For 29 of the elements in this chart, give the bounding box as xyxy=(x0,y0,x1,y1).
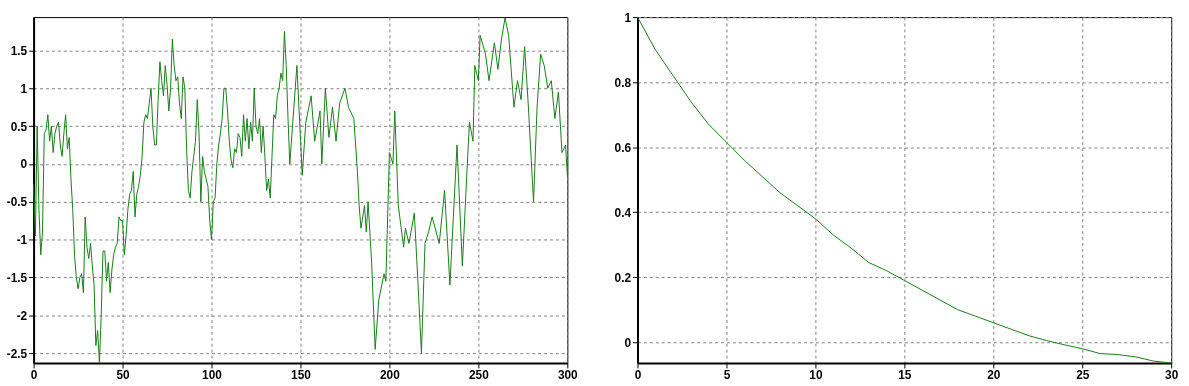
x-tick-label: 150 xyxy=(291,368,312,383)
x-tick-label: 30 xyxy=(1165,368,1179,383)
x-tick-label: 250 xyxy=(468,368,490,383)
y-tick-label: -2.5 xyxy=(6,346,28,361)
x-tick-label: 20 xyxy=(987,368,1001,383)
y-tick-label: 0 xyxy=(20,157,28,172)
y-tick-label: 0 xyxy=(624,335,632,350)
x-tick-label: 200 xyxy=(380,368,401,383)
x-tick-label: 300 xyxy=(557,368,579,383)
x-tick-label: 100 xyxy=(202,368,223,383)
y-tick-label: 0.2 xyxy=(614,270,632,285)
y-tick-label: -0.5 xyxy=(6,195,28,210)
x-tick-label: 25 xyxy=(1076,368,1090,383)
x-tick-label: 0 xyxy=(634,368,642,383)
x-tick-label: 5 xyxy=(723,368,731,383)
y-tick-label: 1 xyxy=(624,10,632,25)
y-tick-label: -2 xyxy=(16,308,28,323)
y-tick-label: 0.5 xyxy=(10,119,28,134)
x-tick-label: 15 xyxy=(898,368,912,383)
y-tick-label: -1 xyxy=(16,233,28,248)
x-tick-label: 10 xyxy=(809,368,823,383)
x-tick-label: 50 xyxy=(116,368,131,383)
y-tick-label: 0.4 xyxy=(614,205,632,220)
x-tick-label: 0 xyxy=(30,368,38,383)
y-tick-label: 0.6 xyxy=(614,140,632,155)
y-tick-label: 1.5 xyxy=(10,43,28,58)
y-tick-label: 1 xyxy=(20,81,28,96)
y-tick-label: -1.5 xyxy=(6,270,28,285)
y-tick-label: 0.8 xyxy=(614,75,632,90)
